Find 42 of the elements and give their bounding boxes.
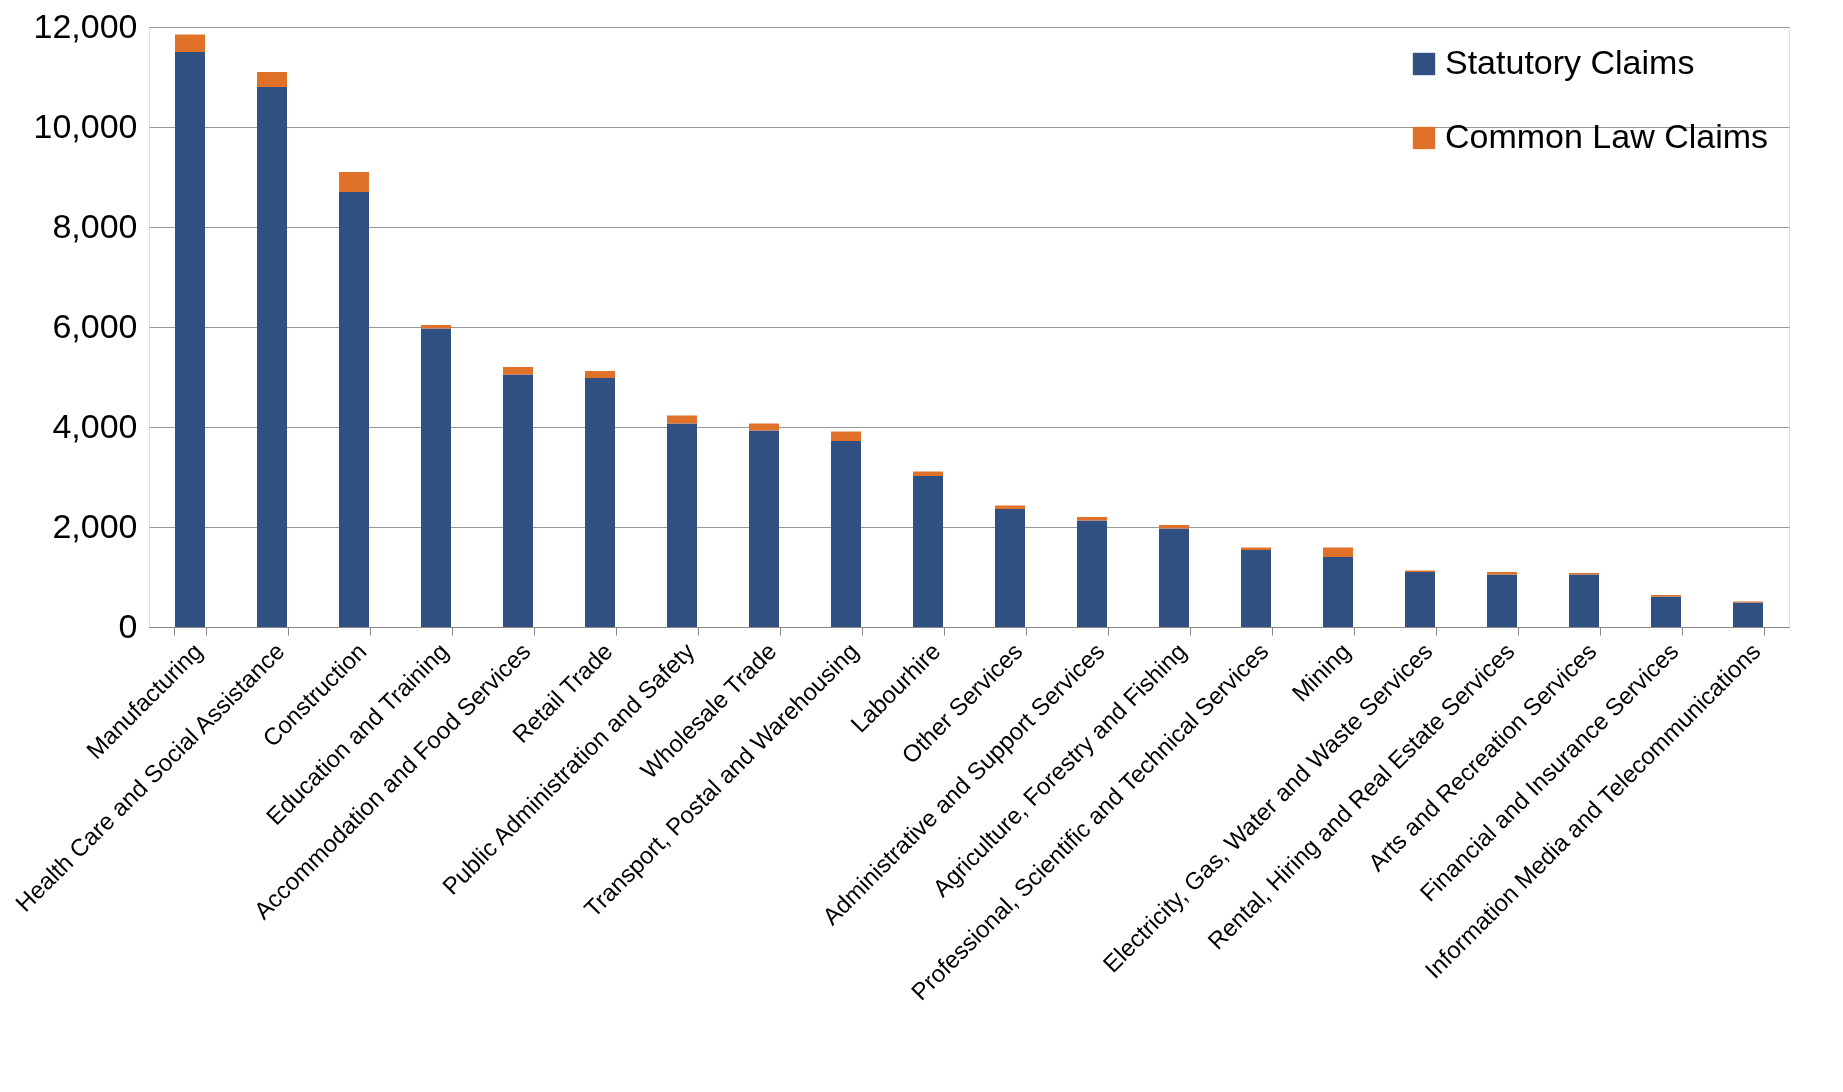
bar (1159, 525, 1189, 529)
bar (1077, 520, 1107, 627)
y-tick-label: 4,000 (52, 406, 138, 445)
y-tick-label: 12,000 (33, 6, 138, 45)
y-tick-label: 6,000 (52, 306, 138, 345)
bar (1733, 602, 1763, 627)
bar (339, 192, 369, 627)
bar (421, 325, 451, 329)
bar (831, 431, 861, 441)
bar (1323, 547, 1353, 557)
bar (667, 415, 697, 424)
bar (667, 423, 697, 627)
bar (503, 367, 533, 375)
bar (831, 441, 861, 627)
y-tick-label: 10,000 (33, 106, 138, 145)
bar (421, 328, 451, 627)
bar (1487, 574, 1517, 627)
bar (257, 87, 287, 627)
bar (1323, 557, 1353, 627)
bar (257, 72, 287, 87)
bar (1241, 550, 1271, 627)
bar (503, 374, 533, 627)
bar (1159, 528, 1189, 627)
bar (585, 371, 615, 378)
y-tick-label: 2,000 (52, 506, 138, 545)
bar (995, 509, 1025, 627)
y-tick-label: 0 (118, 606, 138, 645)
bar (339, 172, 369, 192)
y-tick-label: 8,000 (52, 206, 138, 245)
bar (749, 430, 779, 627)
bar (913, 476, 943, 627)
bar (175, 52, 205, 627)
bar (175, 34, 205, 52)
bar (1569, 574, 1599, 627)
legend-label: Statutory Claims (1445, 43, 1695, 81)
bar (585, 378, 615, 627)
bar (1405, 572, 1435, 627)
bar (1077, 517, 1107, 521)
legend-label: Common Law Claims (1445, 117, 1769, 155)
bar (749, 423, 779, 431)
bar (1651, 596, 1681, 627)
bar (1487, 572, 1517, 575)
